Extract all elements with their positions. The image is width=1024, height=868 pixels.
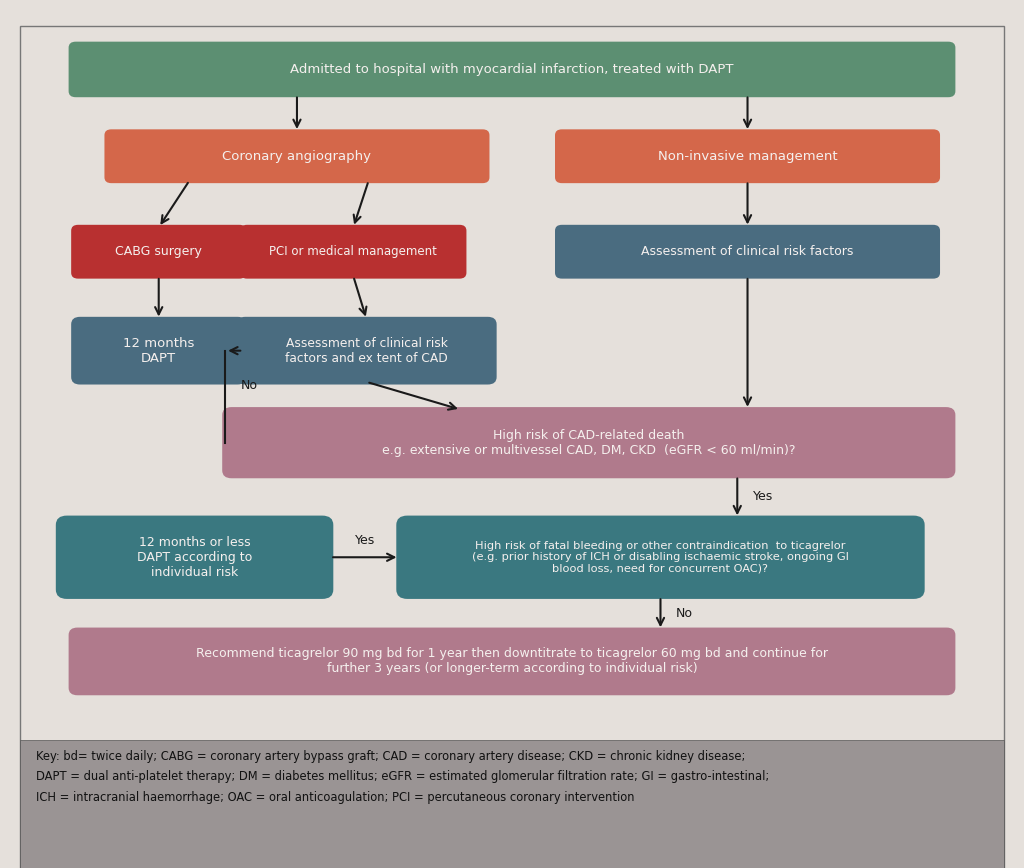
Text: Recommend ticagrelor 90 mg bd for 1 year then downtitrate to ticagrelor 60 mg bd: Recommend ticagrelor 90 mg bd for 1 year… — [196, 648, 828, 675]
Text: Admitted to hospital with myocardial infarction, treated with DAPT: Admitted to hospital with myocardial inf… — [290, 63, 734, 76]
Text: Key: bd= twice daily; CABG = coronary artery bypass graft; CAD = coronary artery: Key: bd= twice daily; CABG = coronary ar… — [36, 750, 769, 804]
FancyBboxPatch shape — [555, 129, 940, 183]
FancyBboxPatch shape — [240, 225, 467, 279]
Text: Yes: Yes — [354, 534, 375, 547]
Text: Non-invasive management: Non-invasive management — [657, 150, 838, 162]
Text: High risk of CAD-related death
e.g. extensive or multivessel CAD, DM, CKD  (eGFR: High risk of CAD-related death e.g. exte… — [382, 429, 796, 457]
FancyBboxPatch shape — [237, 317, 497, 385]
Text: 12 months
DAPT: 12 months DAPT — [123, 337, 195, 365]
Text: Yes: Yes — [753, 490, 773, 503]
FancyBboxPatch shape — [555, 225, 940, 279]
FancyBboxPatch shape — [55, 516, 334, 599]
Text: 12 months or less
DAPT according to
individual risk: 12 months or less DAPT according to indi… — [137, 536, 252, 579]
Text: No: No — [676, 607, 693, 620]
FancyBboxPatch shape — [71, 225, 246, 279]
FancyBboxPatch shape — [69, 42, 955, 97]
Text: Assessment of clinical risk factors: Assessment of clinical risk factors — [641, 246, 854, 258]
Text: CABG surgery: CABG surgery — [116, 246, 202, 258]
Text: High risk of fatal bleeding or other contraindication  to ticagrelor
(e.g. prior: High risk of fatal bleeding or other con… — [472, 541, 849, 574]
FancyBboxPatch shape — [69, 628, 955, 695]
FancyBboxPatch shape — [104, 129, 489, 183]
Text: No: No — [241, 379, 258, 391]
FancyBboxPatch shape — [222, 407, 955, 478]
Text: Assessment of clinical risk
factors and ex tent of CAD: Assessment of clinical risk factors and … — [286, 337, 447, 365]
FancyBboxPatch shape — [71, 317, 246, 385]
FancyBboxPatch shape — [396, 516, 925, 599]
Text: PCI or medical management: PCI or medical management — [269, 246, 437, 258]
Text: Coronary angiography: Coronary angiography — [222, 150, 372, 162]
Bar — [20, 740, 1004, 868]
